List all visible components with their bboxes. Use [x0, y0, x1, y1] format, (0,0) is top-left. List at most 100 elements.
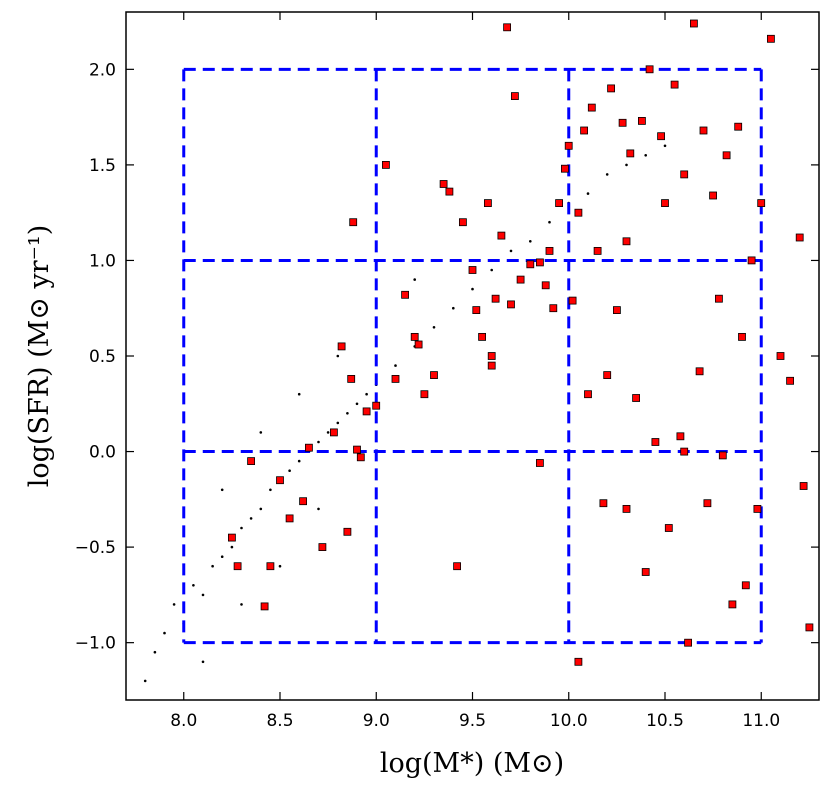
selected-galaxy-point	[684, 638, 692, 647]
x-axis-label: log(M*) (M⊙)	[380, 748, 564, 779]
field-galaxy-point	[288, 469, 291, 473]
selected-galaxy-point	[401, 290, 410, 299]
selected-galaxy-point	[718, 451, 727, 460]
selected-galaxy-point	[734, 122, 743, 131]
selected-galaxy-point	[753, 504, 762, 513]
selected-galaxy-point	[555, 199, 563, 208]
selected-galaxy-point	[478, 332, 487, 341]
selected-galaxy-point	[507, 300, 515, 309]
selected-galaxy-point	[741, 581, 750, 590]
field-galaxy-point	[586, 192, 590, 195]
field-galaxy-point	[413, 278, 417, 281]
selected-galaxy-point	[381, 160, 390, 169]
field-galaxy-point	[529, 240, 532, 243]
y-tick-label: −1.0	[75, 634, 116, 654]
selected-galaxy-point	[699, 126, 708, 135]
selected-galaxy-point	[690, 19, 698, 28]
selected-galaxy-point	[487, 361, 496, 370]
selected-galaxy-point	[645, 65, 654, 74]
selected-galaxy-point	[337, 342, 346, 351]
selected-galaxy-point	[599, 499, 608, 508]
selected-galaxy-point	[372, 401, 381, 410]
selected-galaxy-point	[786, 376, 794, 385]
selected-galaxy-point	[545, 246, 554, 255]
selected-galaxy-point	[626, 149, 635, 158]
selected-galaxy-point	[343, 527, 352, 536]
selected-galaxy-point	[641, 568, 650, 576]
selected-galaxy-point	[664, 524, 673, 532]
selected-galaxy-point	[568, 296, 577, 305]
field-galaxy-point	[297, 392, 301, 396]
selected-galaxy-point	[622, 504, 631, 513]
selected-galaxy-point	[458, 218, 467, 227]
selected-galaxy-point	[574, 208, 583, 217]
field-galaxy-point	[240, 603, 243, 606]
selected-galaxy-point	[414, 340, 423, 349]
x-tick-label: 8.0	[170, 711, 197, 731]
field-galaxy-point	[172, 603, 176, 606]
selected-galaxy-point	[468, 266, 477, 274]
field-galaxy-point	[259, 431, 263, 434]
bin-grid-layer	[182, 67, 763, 645]
selected-galaxy-point	[603, 371, 612, 380]
selected-galaxy-point	[347, 374, 356, 383]
field-galaxy-point	[278, 564, 282, 568]
axis-ticks-layer: 8.0 8.5 9.0 9.5 10.0 10.5 11.0 −1.0 −0.5 0.0 0.5 1.…	[75, 12, 819, 731]
field-galaxy-point	[153, 650, 157, 654]
selected-galaxy-point	[445, 187, 454, 196]
y-axis-label: log(SFR) (M⊙ yr⁻¹)	[24, 225, 55, 488]
field-galaxy-point	[394, 364, 397, 367]
selected-galaxy-point	[420, 390, 429, 399]
selected-galaxy-point	[260, 602, 269, 611]
selected-galaxy-point	[503, 23, 512, 32]
selected-galaxy-point	[776, 352, 785, 360]
selected-galaxy-point	[304, 443, 313, 452]
field-galaxy-point	[297, 459, 301, 463]
y-tick-label: 0.5	[89, 347, 116, 367]
field-galaxy-point	[471, 287, 474, 291]
selected-galaxy-point	[536, 459, 544, 467]
selected-galaxy-point	[805, 623, 814, 632]
selected-galaxy-point	[391, 374, 400, 383]
selected-galaxy-point	[266, 562, 275, 571]
selected-galaxy-point	[430, 371, 438, 380]
x-tick-label: 9.5	[459, 711, 486, 731]
selected-galaxy-point	[574, 657, 583, 666]
selected-galaxy-point	[715, 294, 723, 303]
field-galaxy-point	[490, 268, 494, 272]
field-galaxy-point	[259, 507, 263, 511]
field-galaxy-point	[336, 421, 340, 425]
selected-galaxy-point	[757, 199, 766, 208]
selected-galaxy-point	[618, 118, 627, 127]
selected-galaxy-point	[747, 256, 756, 265]
selected-galaxy-point	[472, 306, 481, 315]
selected-galaxy-point	[638, 117, 646, 125]
selected-galaxy-point	[299, 497, 308, 506]
selected-galaxy-point	[670, 80, 679, 89]
selected-galaxy-point	[613, 306, 621, 315]
field-galaxy-point	[211, 564, 214, 568]
selected-galaxy-point	[247, 457, 256, 466]
field-galaxy-point	[452, 306, 455, 310]
field-galaxy-point	[220, 555, 224, 558]
selected-galaxy-point	[738, 332, 746, 341]
selected-galaxy-point	[276, 476, 284, 485]
selected-galaxy-point	[799, 482, 808, 490]
selected-galaxy-point	[526, 260, 535, 269]
field-galaxy-point	[269, 488, 272, 492]
field-galaxy-point	[346, 412, 349, 415]
selected-galaxy-point	[703, 499, 712, 508]
selected-galaxy-point	[549, 304, 558, 313]
selected-galaxy-point	[349, 218, 358, 227]
field-galaxy-point	[326, 431, 330, 434]
y-tick-label: 1.5	[89, 156, 116, 176]
y-tick-label: −0.5	[75, 538, 116, 558]
selected-galaxy-point	[491, 294, 500, 303]
field-galaxy-point	[201, 593, 205, 597]
selected-galaxy-point	[680, 170, 689, 179]
field-galaxy-point	[220, 488, 224, 492]
selected-galaxy-point	[587, 103, 596, 112]
selected-galaxy-point	[439, 180, 448, 188]
field-galaxy-point	[230, 545, 234, 549]
